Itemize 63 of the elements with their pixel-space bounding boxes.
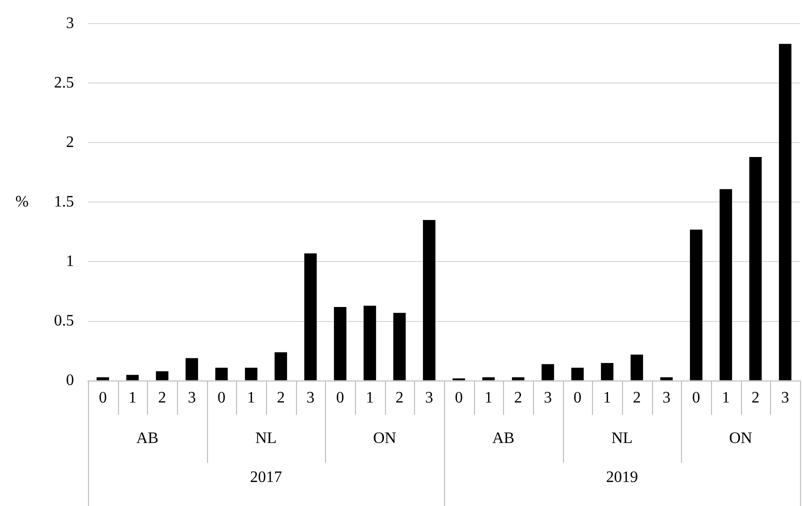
text: 2019 xyxy=(606,469,638,486)
bar xyxy=(660,377,673,380)
y-tick-label: 3 xyxy=(66,14,74,32)
x-tick-label: 2 xyxy=(632,390,641,407)
x-tick-label: 2 xyxy=(276,390,285,407)
x-tick-label: 0 xyxy=(336,390,344,407)
x-tick-label: 0 xyxy=(218,390,226,407)
x-tick-label: 1 xyxy=(366,390,374,407)
x-tick-label: 0 xyxy=(574,390,582,407)
bar xyxy=(215,368,228,380)
y-tick-label: 1 xyxy=(66,252,74,270)
x-tick-label: 1 xyxy=(128,390,136,407)
bar xyxy=(126,374,139,380)
bar xyxy=(334,306,346,380)
text: AB xyxy=(492,430,514,448)
x-tick-label: 0 xyxy=(98,390,107,407)
x-tick-label: 0 xyxy=(692,390,700,407)
bar xyxy=(630,354,644,380)
text: AB xyxy=(136,430,158,448)
bar xyxy=(720,189,732,380)
bar xyxy=(244,368,258,380)
y-tick-label: 2.5 xyxy=(54,74,74,92)
bar xyxy=(749,156,762,380)
text: ON xyxy=(729,430,753,448)
x-tick-label: 3 xyxy=(544,390,552,407)
y-tick-label: 2 xyxy=(66,134,74,151)
x-tick-label: 1 xyxy=(247,390,256,407)
x-tick-label: 3 xyxy=(425,390,434,407)
x-tick-label: 3 xyxy=(188,390,196,407)
text: ON xyxy=(373,430,397,448)
text: 2017 xyxy=(250,469,282,486)
x-tick-label: 3 xyxy=(662,390,670,407)
x-tick-label: 1 xyxy=(722,390,730,407)
y-tick-label: 0.5 xyxy=(54,312,74,330)
bar xyxy=(364,306,376,380)
bar xyxy=(304,253,317,380)
bar xyxy=(482,377,495,380)
bar xyxy=(571,368,584,380)
x-tick-label: 1 xyxy=(603,390,612,407)
x-tick-label: 3 xyxy=(306,390,314,407)
y-axis-title: % xyxy=(15,193,29,210)
x-tick-label: 2 xyxy=(514,390,522,407)
text: NL xyxy=(611,430,633,448)
bar xyxy=(600,362,614,380)
x-tick-label: 2 xyxy=(396,390,404,407)
bar xyxy=(512,377,524,380)
text: NL xyxy=(255,430,277,448)
bar xyxy=(274,352,288,380)
x-tick-label: 1 xyxy=(484,390,492,407)
x-tick-label: 0 xyxy=(454,390,463,407)
x-tick-label: 3 xyxy=(781,390,790,407)
bar xyxy=(156,371,168,380)
bar xyxy=(186,358,198,380)
y-tick-label: 0 xyxy=(66,372,74,390)
x-tick-label: 2 xyxy=(158,390,166,407)
bar xyxy=(690,230,702,380)
x-tick-label: 2 xyxy=(752,390,760,407)
y-tick-label: 1.5 xyxy=(54,193,74,210)
bar xyxy=(778,44,792,380)
bar xyxy=(422,220,436,380)
bar xyxy=(393,312,406,380)
bar xyxy=(96,377,110,380)
bar xyxy=(542,364,554,380)
